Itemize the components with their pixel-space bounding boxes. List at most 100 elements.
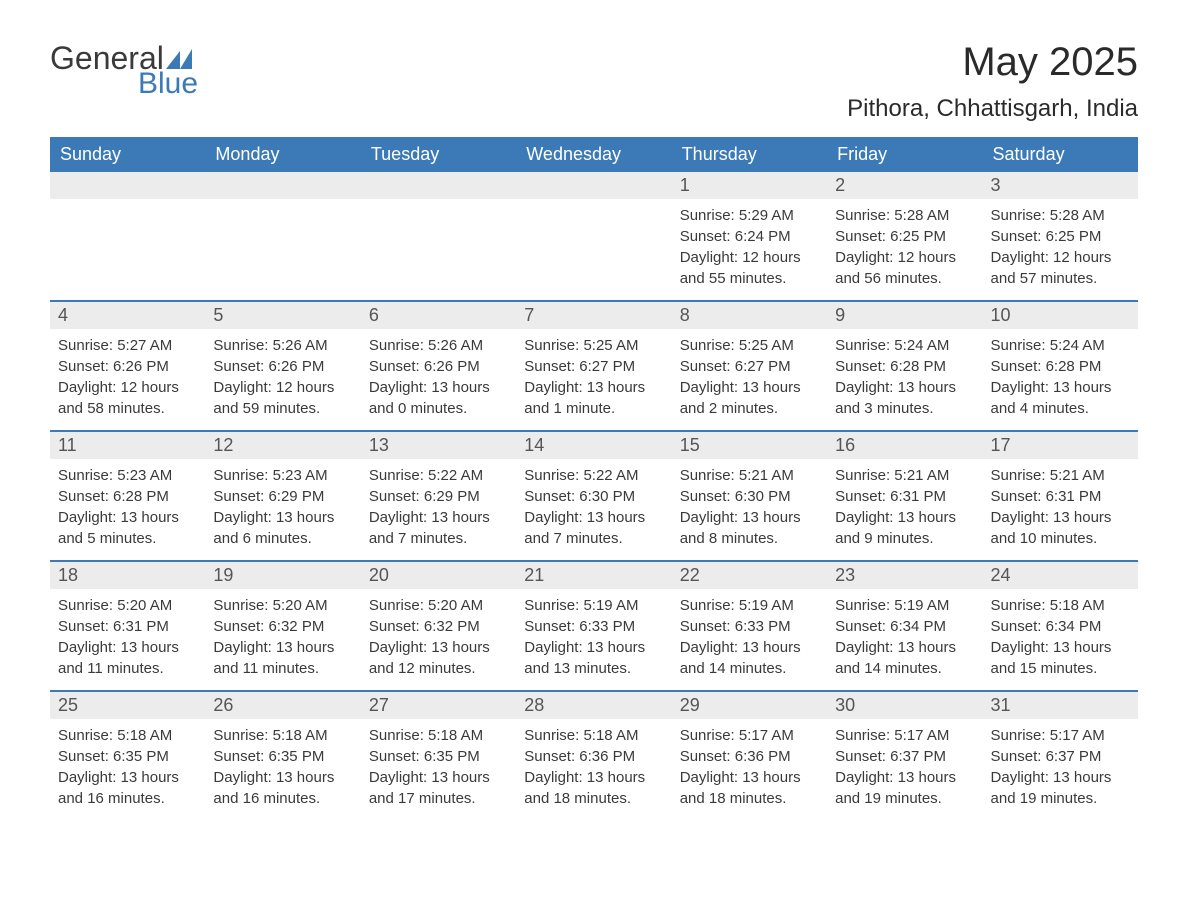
daylight-text: Daylight: 13 hours and 0 minutes. <box>369 377 508 419</box>
sunset-text: Sunset: 6:37 PM <box>835 746 974 767</box>
sunset-text: Sunset: 6:31 PM <box>58 616 197 637</box>
title-block: May 2025 Pithora, Chhattisgarh, India <box>847 40 1138 123</box>
sunrise-text: Sunrise: 5:28 AM <box>835 205 974 226</box>
sunrise-text: Sunrise: 5:22 AM <box>524 465 663 486</box>
daylight-text: Daylight: 13 hours and 17 minutes. <box>369 767 508 809</box>
daylight-text: Daylight: 13 hours and 14 minutes. <box>835 637 974 679</box>
logo-word-blue: Blue <box>138 67 198 101</box>
day-details: Sunrise: 5:19 AMSunset: 6:34 PMDaylight:… <box>827 589 982 689</box>
sunrise-text: Sunrise: 5:25 AM <box>680 335 819 356</box>
calendar-cell: 22Sunrise: 5:19 AMSunset: 6:33 PMDayligh… <box>672 562 827 690</box>
day-details: Sunrise: 5:17 AMSunset: 6:37 PMDaylight:… <box>827 719 982 819</box>
calendar-cell: 11Sunrise: 5:23 AMSunset: 6:28 PMDayligh… <box>50 432 205 560</box>
sunset-text: Sunset: 6:28 PM <box>835 356 974 377</box>
day-number: 7 <box>516 302 671 329</box>
day-details: Sunrise: 5:21 AMSunset: 6:30 PMDaylight:… <box>672 459 827 559</box>
sunset-text: Sunset: 6:31 PM <box>835 486 974 507</box>
day-details: Sunrise: 5:28 AMSunset: 6:25 PMDaylight:… <box>983 199 1138 299</box>
day-details: Sunrise: 5:25 AMSunset: 6:27 PMDaylight:… <box>516 329 671 429</box>
sunrise-text: Sunrise: 5:18 AM <box>991 595 1130 616</box>
day-number: 30 <box>827 692 982 719</box>
daylight-text: Daylight: 13 hours and 14 minutes. <box>680 637 819 679</box>
sunset-text: Sunset: 6:36 PM <box>680 746 819 767</box>
daylight-text: Daylight: 13 hours and 16 minutes. <box>58 767 197 809</box>
daylight-text: Daylight: 13 hours and 11 minutes. <box>58 637 197 679</box>
calendar-cell: 7Sunrise: 5:25 AMSunset: 6:27 PMDaylight… <box>516 302 671 430</box>
day-number: 5 <box>205 302 360 329</box>
sunrise-text: Sunrise: 5:26 AM <box>213 335 352 356</box>
sunrise-text: Sunrise: 5:19 AM <box>680 595 819 616</box>
calendar-cell: 10Sunrise: 5:24 AMSunset: 6:28 PMDayligh… <box>983 302 1138 430</box>
sunrise-text: Sunrise: 5:29 AM <box>680 205 819 226</box>
day-number: 20 <box>361 562 516 589</box>
day-number: 11 <box>50 432 205 459</box>
day-header-cell: Saturday <box>983 137 1138 172</box>
sunset-text: Sunset: 6:31 PM <box>991 486 1130 507</box>
day-number: 13 <box>361 432 516 459</box>
day-number: 31 <box>983 692 1138 719</box>
day-number: 23 <box>827 562 982 589</box>
location-text: Pithora, Chhattisgarh, India <box>847 95 1138 123</box>
day-number: 6 <box>361 302 516 329</box>
calendar-cell: 28Sunrise: 5:18 AMSunset: 6:36 PMDayligh… <box>516 692 671 820</box>
sunrise-text: Sunrise: 5:17 AM <box>680 725 819 746</box>
day-details: Sunrise: 5:24 AMSunset: 6:28 PMDaylight:… <box>827 329 982 429</box>
day-number: 27 <box>361 692 516 719</box>
calendar-cell: 12Sunrise: 5:23 AMSunset: 6:29 PMDayligh… <box>205 432 360 560</box>
sunrise-text: Sunrise: 5:18 AM <box>524 725 663 746</box>
sunrise-text: Sunrise: 5:20 AM <box>213 595 352 616</box>
calendar-cell <box>50 172 205 300</box>
day-number <box>516 172 671 199</box>
day-details: Sunrise: 5:20 AMSunset: 6:32 PMDaylight:… <box>205 589 360 689</box>
sunset-text: Sunset: 6:24 PM <box>680 226 819 247</box>
week-row: 18Sunrise: 5:20 AMSunset: 6:31 PMDayligh… <box>50 560 1138 690</box>
sunset-text: Sunset: 6:33 PM <box>524 616 663 637</box>
day-details: Sunrise: 5:21 AMSunset: 6:31 PMDaylight:… <box>827 459 982 559</box>
day-header-cell: Wednesday <box>516 137 671 172</box>
daylight-text: Daylight: 13 hours and 6 minutes. <box>213 507 352 549</box>
sunset-text: Sunset: 6:30 PM <box>680 486 819 507</box>
day-details: Sunrise: 5:22 AMSunset: 6:30 PMDaylight:… <box>516 459 671 559</box>
daylight-text: Daylight: 13 hours and 7 minutes. <box>524 507 663 549</box>
page-title: May 2025 <box>847 40 1138 85</box>
daylight-text: Daylight: 13 hours and 15 minutes. <box>991 637 1130 679</box>
calendar-cell <box>361 172 516 300</box>
daylight-text: Daylight: 13 hours and 11 minutes. <box>213 637 352 679</box>
calendar-cell: 19Sunrise: 5:20 AMSunset: 6:32 PMDayligh… <box>205 562 360 690</box>
daylight-text: Daylight: 13 hours and 3 minutes. <box>835 377 974 419</box>
calendar-cell: 1Sunrise: 5:29 AMSunset: 6:24 PMDaylight… <box>672 172 827 300</box>
day-number: 21 <box>516 562 671 589</box>
daylight-text: Daylight: 13 hours and 19 minutes. <box>835 767 974 809</box>
calendar-cell: 3Sunrise: 5:28 AMSunset: 6:25 PMDaylight… <box>983 172 1138 300</box>
daylight-text: Daylight: 12 hours and 55 minutes. <box>680 247 819 289</box>
day-details: Sunrise: 5:17 AMSunset: 6:37 PMDaylight:… <box>983 719 1138 819</box>
sunrise-text: Sunrise: 5:24 AM <box>835 335 974 356</box>
daylight-text: Daylight: 13 hours and 13 minutes. <box>524 637 663 679</box>
day-details: Sunrise: 5:18 AMSunset: 6:34 PMDaylight:… <box>983 589 1138 689</box>
day-details: Sunrise: 5:29 AMSunset: 6:24 PMDaylight:… <box>672 199 827 299</box>
day-number: 22 <box>672 562 827 589</box>
calendar-cell <box>516 172 671 300</box>
day-details: Sunrise: 5:26 AMSunset: 6:26 PMDaylight:… <box>205 329 360 429</box>
day-details: Sunrise: 5:19 AMSunset: 6:33 PMDaylight:… <box>516 589 671 689</box>
day-details: Sunrise: 5:22 AMSunset: 6:29 PMDaylight:… <box>361 459 516 559</box>
sunrise-text: Sunrise: 5:18 AM <box>213 725 352 746</box>
calendar-cell: 23Sunrise: 5:19 AMSunset: 6:34 PMDayligh… <box>827 562 982 690</box>
calendar-cell: 29Sunrise: 5:17 AMSunset: 6:36 PMDayligh… <box>672 692 827 820</box>
daylight-text: Daylight: 13 hours and 19 minutes. <box>991 767 1130 809</box>
calendar-cell: 4Sunrise: 5:27 AMSunset: 6:26 PMDaylight… <box>50 302 205 430</box>
day-number: 10 <box>983 302 1138 329</box>
day-details: Sunrise: 5:25 AMSunset: 6:27 PMDaylight:… <box>672 329 827 429</box>
week-row: 1Sunrise: 5:29 AMSunset: 6:24 PMDaylight… <box>50 172 1138 300</box>
day-number: 9 <box>827 302 982 329</box>
day-number: 15 <box>672 432 827 459</box>
sunrise-text: Sunrise: 5:21 AM <box>835 465 974 486</box>
sunset-text: Sunset: 6:29 PM <box>369 486 508 507</box>
header: General Blue May 2025 Pithora, Chhattisg… <box>50 40 1138 123</box>
sunset-text: Sunset: 6:36 PM <box>524 746 663 767</box>
daylight-text: Daylight: 13 hours and 2 minutes. <box>680 377 819 419</box>
day-details: Sunrise: 5:21 AMSunset: 6:31 PMDaylight:… <box>983 459 1138 559</box>
day-number <box>205 172 360 199</box>
week-row: 11Sunrise: 5:23 AMSunset: 6:28 PMDayligh… <box>50 430 1138 560</box>
day-header-cell: Thursday <box>672 137 827 172</box>
